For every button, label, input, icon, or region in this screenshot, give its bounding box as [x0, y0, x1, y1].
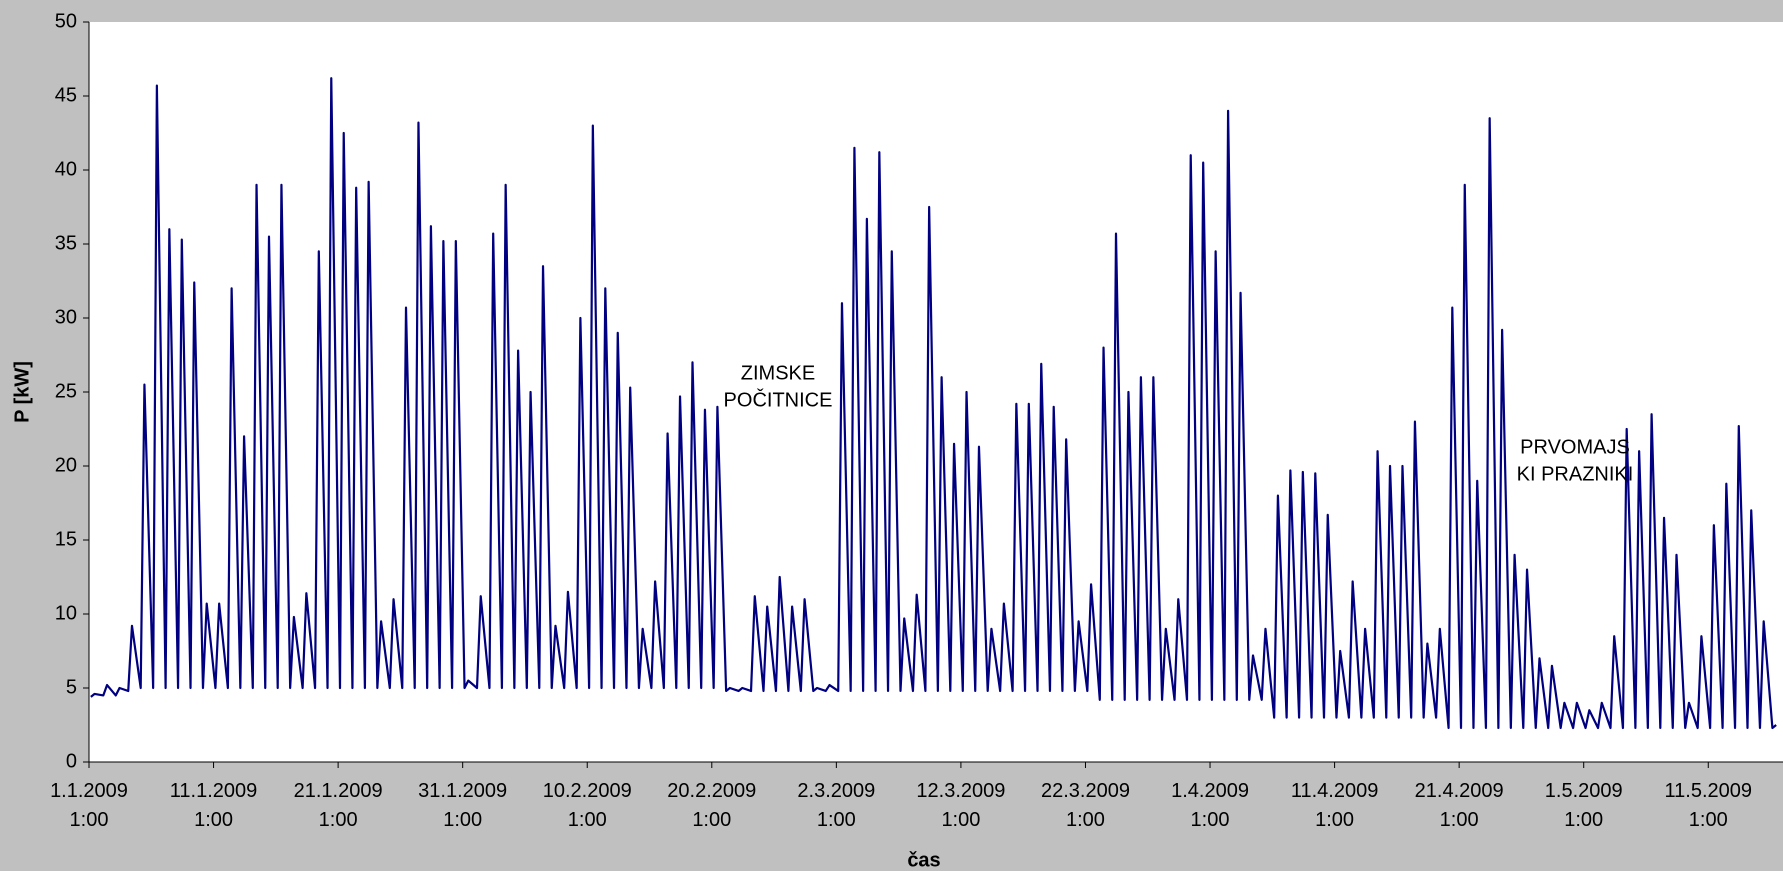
x-tick-label: 20.2.2009 1:00 — [667, 780, 756, 831]
annotation: PRVOMAJS — [1520, 436, 1630, 458]
y-axis-title: P [kW] — [11, 361, 33, 423]
x-tick-label: 21.4.2009 1:00 — [1415, 780, 1504, 831]
y-tick-label: 30 — [55, 306, 77, 328]
data-line — [90, 77, 1777, 730]
y-tick-label: 15 — [55, 528, 77, 550]
x-axis-title: čas — [907, 849, 940, 871]
x-tick-label: 10.2.2009 1:00 — [543, 780, 632, 831]
annotation: POČITNICE — [724, 388, 833, 411]
y-tick-label: 50 — [55, 10, 77, 32]
y-tick-label: 45 — [55, 84, 77, 106]
x-tick-label: 31.1.2009 1:00 — [418, 780, 507, 831]
y-tick-label: 40 — [55, 158, 77, 180]
x-tick-label: 12.3.2009 1:00 — [916, 780, 1005, 831]
x-tick-label: 11.4.2009 1:00 — [1291, 780, 1379, 831]
x-tick-label: 11.1.2009 1:00 — [170, 780, 258, 831]
x-tick-label: 22.3.2009 1:00 — [1041, 780, 1130, 831]
x-tick-label: 2.3.2009 1:00 — [797, 780, 875, 831]
y-tick-label: 35 — [55, 232, 77, 254]
y-tick-label: 20 — [55, 454, 77, 476]
y-tick-label: 0 — [66, 750, 77, 772]
annotation: ZIMSKE — [741, 362, 815, 384]
y-tick-label: 10 — [55, 602, 77, 624]
y-tick-label: 5 — [66, 676, 77, 698]
x-tick-label: 1.4.2009 1:00 — [1171, 780, 1249, 831]
annotation: KI PRAZNIKI — [1517, 463, 1634, 485]
x-tick-label: 1.1.2009 1:00 — [50, 780, 128, 831]
x-tick-label: 21.1.2009 1:00 — [294, 780, 383, 831]
y-tick-label: 25 — [55, 380, 77, 402]
x-tick-label: 1.5.2009 1:00 — [1545, 780, 1623, 831]
x-tick-label: 11.5.2009 1:00 — [1665, 780, 1753, 831]
